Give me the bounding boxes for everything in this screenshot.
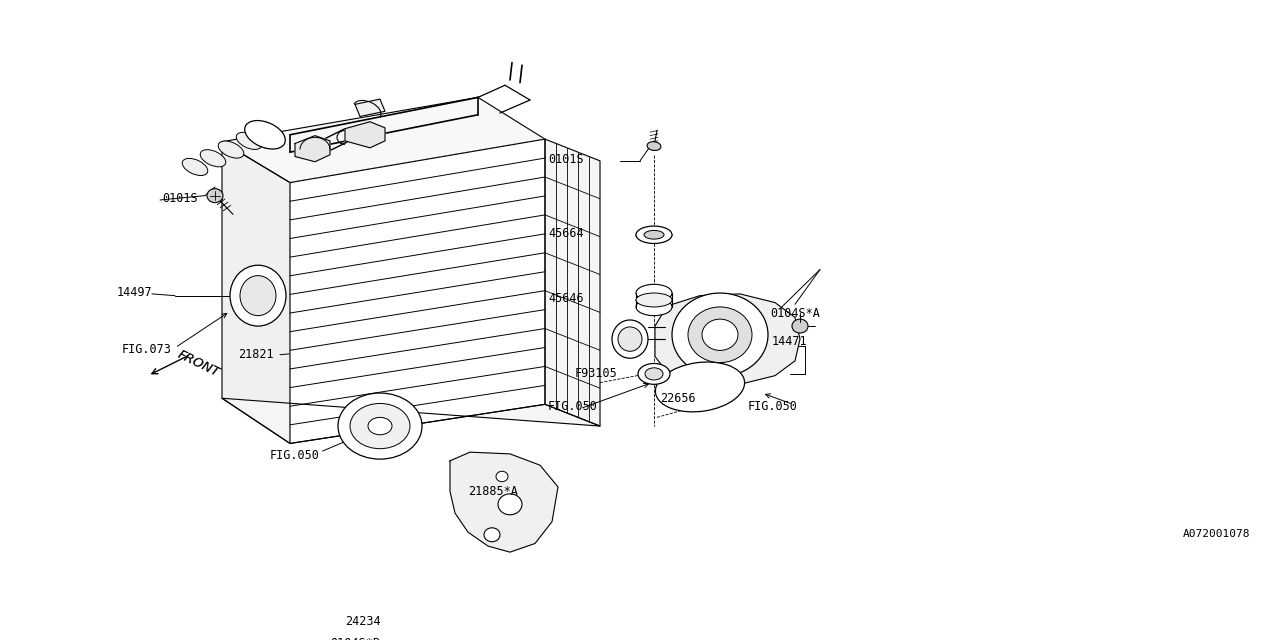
Polygon shape bbox=[545, 139, 600, 426]
Text: F93105: F93105 bbox=[575, 367, 618, 380]
Text: 22656: 22656 bbox=[660, 392, 695, 404]
Polygon shape bbox=[655, 294, 800, 385]
Text: FIG.073: FIG.073 bbox=[122, 343, 172, 356]
Ellipse shape bbox=[636, 293, 672, 307]
Text: 45646: 45646 bbox=[548, 292, 584, 305]
Text: 0101S: 0101S bbox=[163, 192, 197, 205]
Text: FIG.050: FIG.050 bbox=[748, 401, 797, 413]
Text: 0101S: 0101S bbox=[548, 152, 584, 166]
Polygon shape bbox=[221, 141, 291, 444]
Ellipse shape bbox=[241, 276, 276, 316]
Polygon shape bbox=[355, 99, 385, 116]
Ellipse shape bbox=[644, 230, 664, 239]
Ellipse shape bbox=[672, 293, 768, 376]
Text: FIG.050: FIG.050 bbox=[548, 401, 598, 413]
Text: 21885*A: 21885*A bbox=[468, 484, 518, 498]
Ellipse shape bbox=[701, 319, 739, 351]
Ellipse shape bbox=[618, 327, 643, 351]
Ellipse shape bbox=[207, 189, 223, 203]
Text: FRONT: FRONT bbox=[175, 348, 221, 380]
Ellipse shape bbox=[200, 150, 225, 167]
Ellipse shape bbox=[369, 417, 392, 435]
Text: 0104S*A: 0104S*A bbox=[771, 307, 820, 319]
Ellipse shape bbox=[338, 393, 422, 459]
Ellipse shape bbox=[182, 158, 207, 175]
Ellipse shape bbox=[636, 284, 672, 301]
Text: A072001078: A072001078 bbox=[1183, 529, 1251, 539]
Polygon shape bbox=[451, 452, 558, 552]
Ellipse shape bbox=[218, 141, 243, 158]
Polygon shape bbox=[221, 97, 545, 182]
Ellipse shape bbox=[497, 471, 508, 482]
Ellipse shape bbox=[612, 320, 648, 358]
Ellipse shape bbox=[484, 528, 500, 541]
Ellipse shape bbox=[648, 141, 660, 150]
Polygon shape bbox=[291, 139, 545, 444]
Ellipse shape bbox=[230, 265, 285, 326]
Polygon shape bbox=[221, 398, 600, 444]
Ellipse shape bbox=[636, 298, 672, 316]
Ellipse shape bbox=[349, 403, 410, 449]
Ellipse shape bbox=[444, 612, 456, 623]
Ellipse shape bbox=[637, 364, 669, 385]
Ellipse shape bbox=[792, 319, 808, 333]
Text: 45664: 45664 bbox=[548, 227, 584, 239]
Ellipse shape bbox=[430, 621, 442, 631]
Text: 24234: 24234 bbox=[346, 615, 380, 628]
Ellipse shape bbox=[237, 132, 262, 149]
Ellipse shape bbox=[645, 368, 663, 380]
Polygon shape bbox=[294, 136, 330, 162]
Text: 14497: 14497 bbox=[116, 285, 152, 299]
Text: 21821: 21821 bbox=[238, 348, 274, 361]
Ellipse shape bbox=[689, 307, 753, 363]
Text: FRONT: FRONT bbox=[175, 348, 221, 380]
Ellipse shape bbox=[498, 494, 522, 515]
Ellipse shape bbox=[244, 120, 285, 149]
Text: 0104S*B: 0104S*B bbox=[330, 637, 380, 640]
Text: FIG.050: FIG.050 bbox=[270, 449, 320, 462]
Ellipse shape bbox=[655, 362, 745, 412]
Ellipse shape bbox=[255, 124, 280, 141]
Polygon shape bbox=[346, 122, 385, 148]
Ellipse shape bbox=[636, 226, 672, 243]
Text: 14471: 14471 bbox=[772, 335, 808, 348]
